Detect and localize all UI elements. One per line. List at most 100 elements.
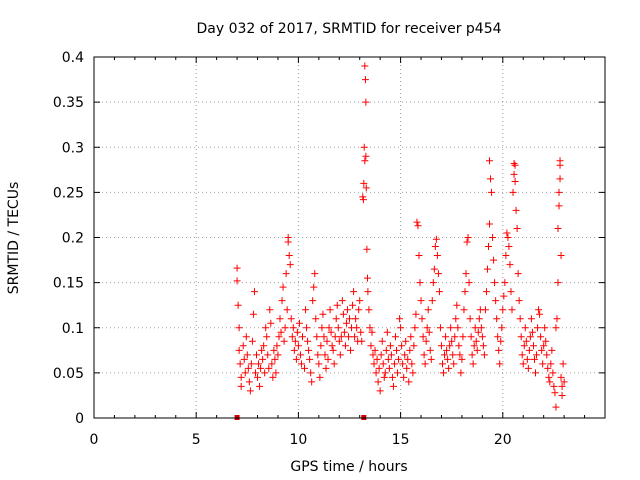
data-point [500,292,508,300]
data-point [317,342,325,350]
data-point [323,337,331,345]
data-point [255,360,263,368]
data-point [363,274,371,282]
data-point [306,355,314,363]
data-point [336,351,344,359]
data-point [508,306,516,314]
data-point [557,373,565,381]
data-point [452,315,460,323]
data-point [516,315,524,323]
data-point [271,355,279,363]
data-point [405,378,413,386]
data-point [558,391,566,399]
data-point [245,378,253,386]
data-point [510,170,518,178]
data-point [533,351,541,359]
data-point [344,333,352,341]
data-point [262,324,270,332]
data-point [527,315,535,323]
data-point [284,238,292,246]
data-point [276,315,284,323]
data-point [236,360,244,368]
data-point [486,157,494,165]
data-point [468,351,476,359]
data-point [410,342,418,350]
data-point [525,346,533,354]
data-point [447,324,455,332]
data-point [362,152,370,160]
data-point [538,346,546,354]
data-point [469,360,477,368]
data-point [273,342,281,350]
data-point [551,389,559,397]
data-point [353,324,361,332]
data-point [370,360,378,368]
data-point [556,175,564,183]
data-point [388,373,396,381]
data-point [264,351,272,359]
data-point [263,333,271,341]
data-point [491,279,499,287]
data-point [475,315,483,323]
y-tick-label: 0.4 [62,50,84,66]
data-point [352,315,360,323]
data-point [532,369,540,377]
data-point [312,315,320,323]
data-point [371,346,379,354]
data-point [365,306,373,314]
data-point [342,319,350,327]
data-point [559,360,567,368]
data-point [455,342,463,350]
data-point [369,351,377,359]
data-point [333,301,341,309]
data-point [361,62,369,70]
data-point [522,337,530,345]
data-point [389,382,397,390]
data-point [386,342,394,350]
data-point [472,337,480,345]
data-point [384,355,392,363]
data-point [289,324,297,332]
data-point [442,333,450,341]
data-point [241,369,249,377]
data-point [339,310,347,318]
data-point [324,355,332,363]
data-point [423,324,431,332]
data-point [518,351,526,359]
data-point [268,360,276,368]
data-point [418,315,426,323]
data-point [529,342,537,350]
data-point [288,333,296,341]
data-point [366,324,374,332]
data-point [314,351,322,359]
data-point [457,369,465,377]
data-point [539,360,547,368]
data-point [309,297,317,305]
data-point [285,252,293,260]
data-point [252,351,260,359]
data-point [383,328,391,336]
data-point [497,337,505,345]
data-point [277,328,285,336]
data-point [488,188,496,196]
data-point [436,324,444,332]
data-point [363,245,371,253]
data-point [406,346,414,354]
data-point [362,98,370,106]
data-point [341,342,349,350]
data-point [239,342,247,350]
data-point [328,342,336,350]
data-point [430,265,438,273]
data-point [440,369,448,377]
data-point [478,333,486,341]
data-point [243,351,251,359]
data-point [408,360,416,368]
data-point [499,306,507,314]
data-point [526,333,534,341]
data-point [535,306,543,314]
data-point [376,387,384,395]
data-point [536,310,544,318]
data-point [379,360,387,368]
data-point [286,261,294,269]
data-point [318,324,326,332]
